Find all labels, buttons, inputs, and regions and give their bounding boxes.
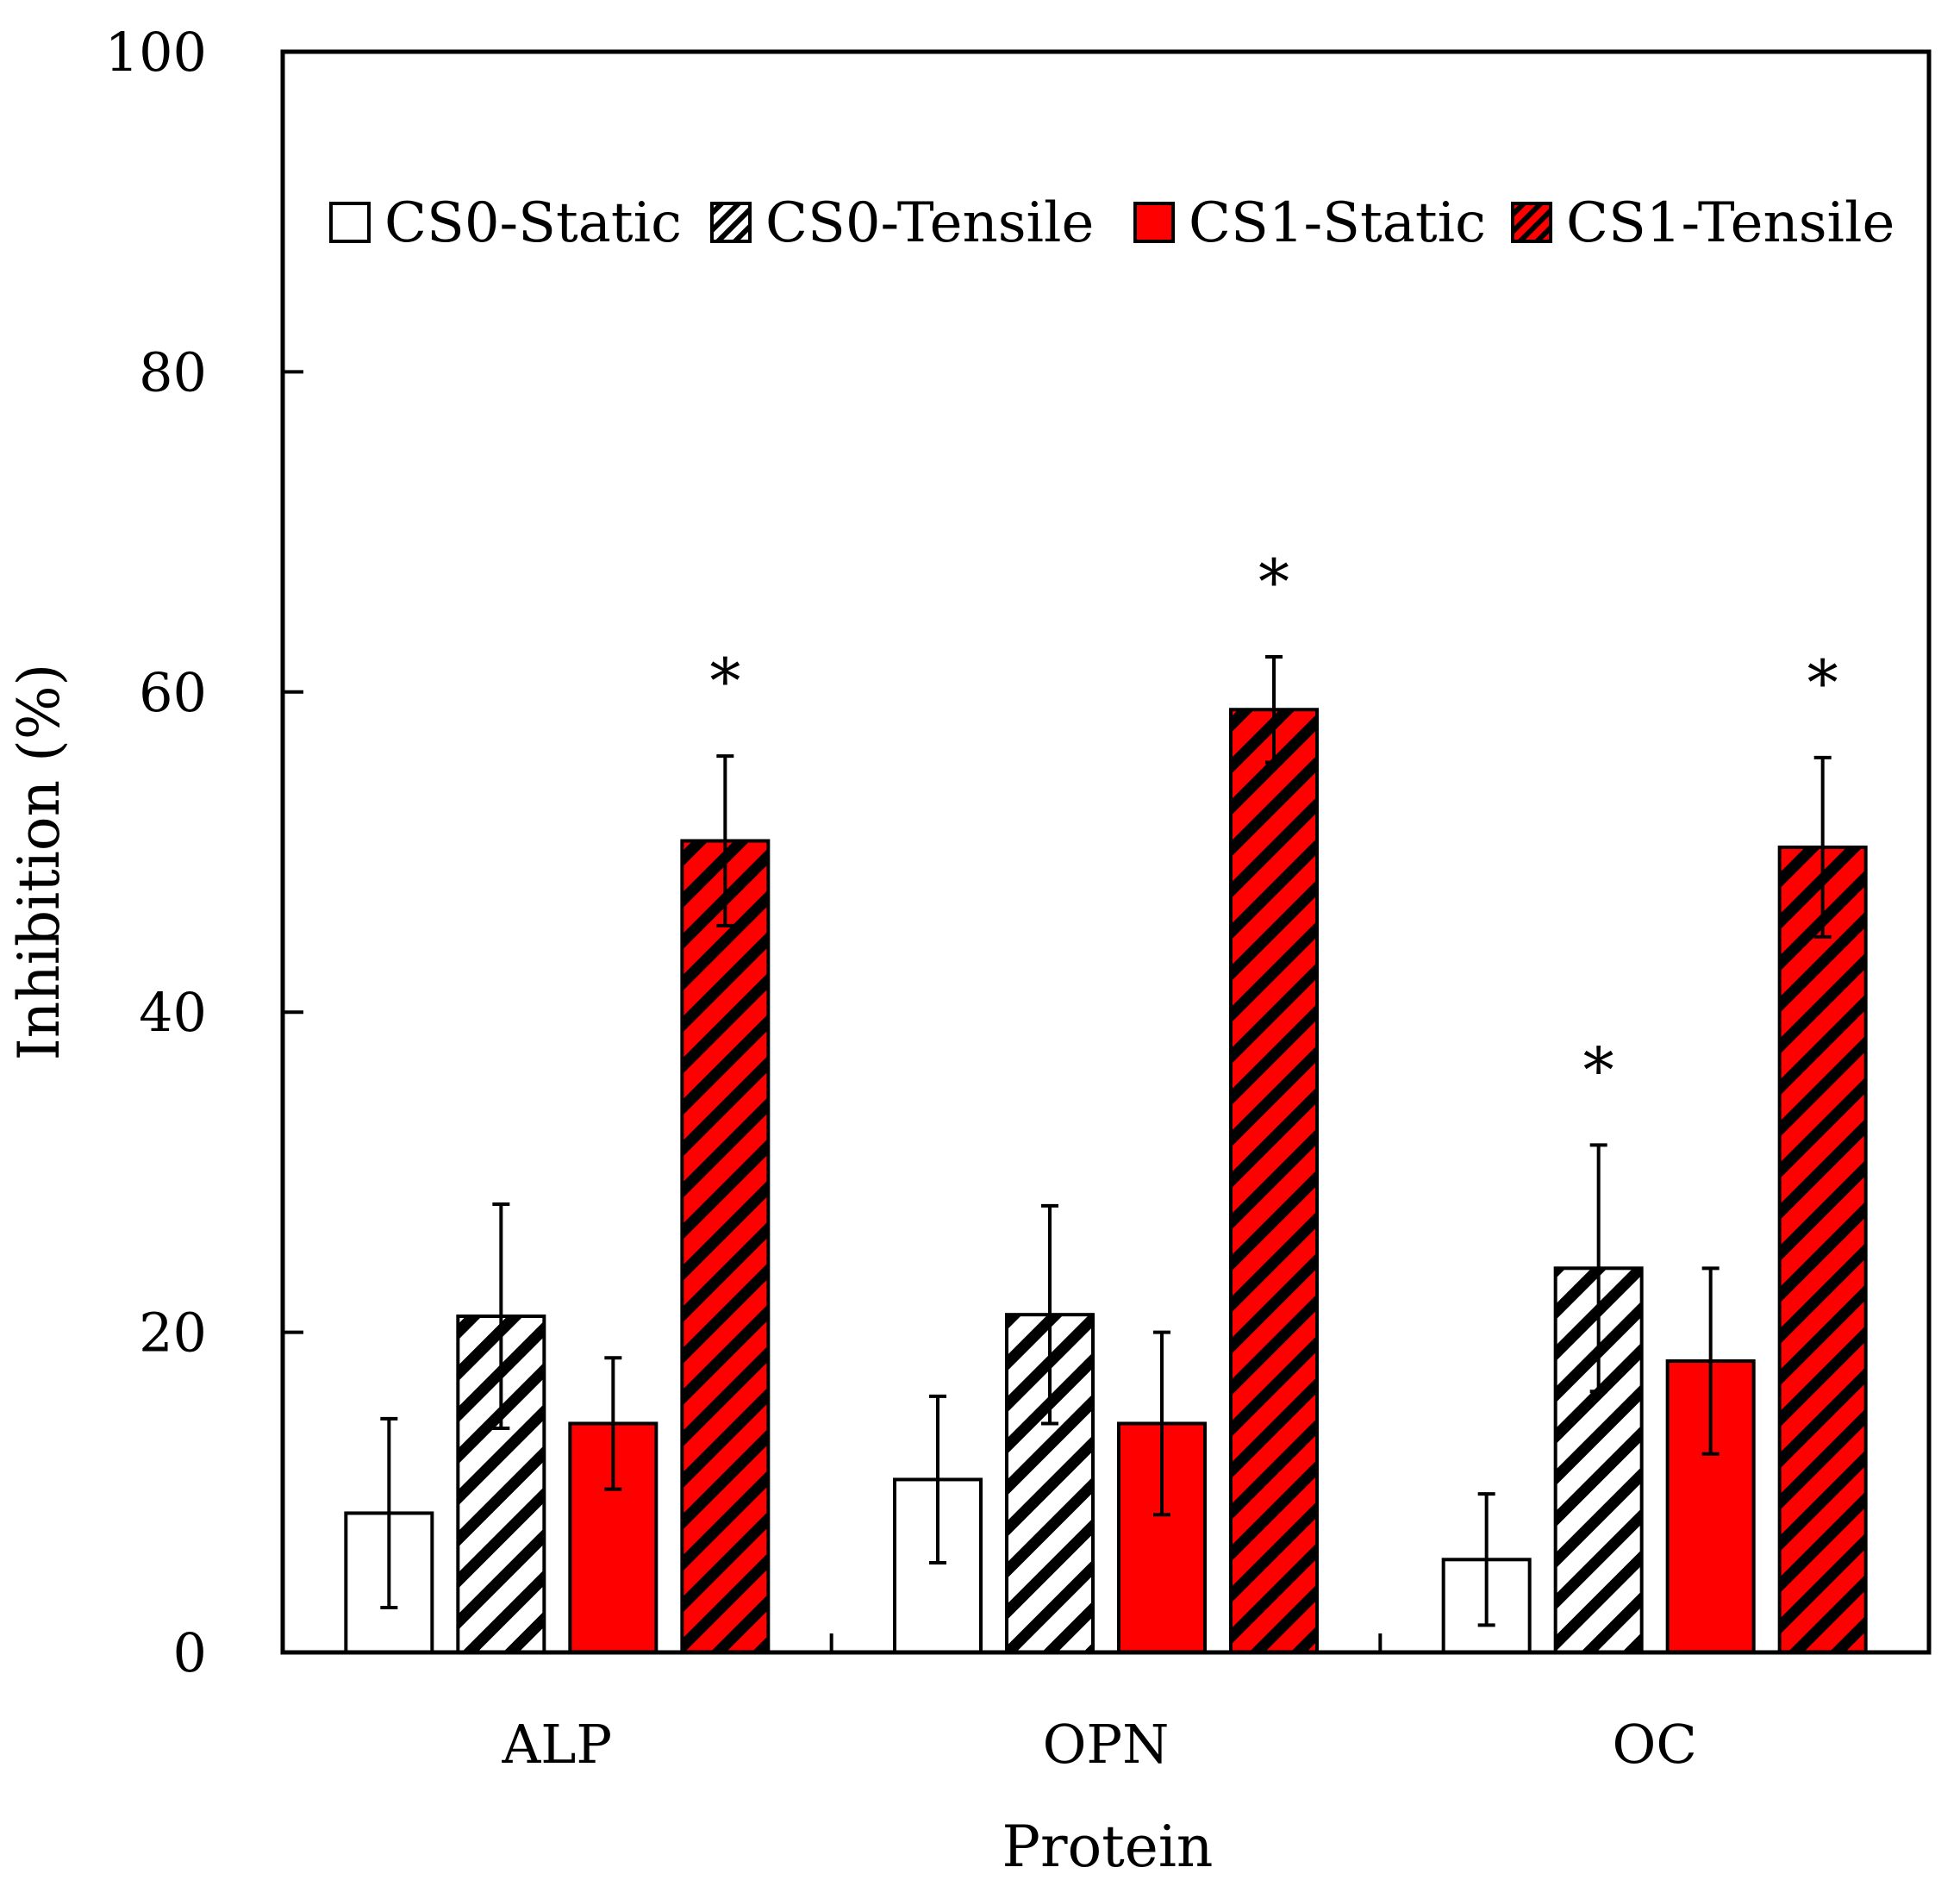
significance-marker-oc-cs1-tensile: * bbox=[1807, 646, 1838, 719]
error-bar-opn-cs0-static bbox=[929, 1394, 946, 1565]
legend-item-cs0-tensile: CS0-Tensile bbox=[710, 191, 1094, 255]
y-tick-label-20: 20 bbox=[139, 1302, 207, 1365]
legend: CS0-Static CS0-Tensile CS1-Static CS1-Tensi… bbox=[329, 191, 1894, 255]
error-bar-opn-cs0-tensile bbox=[1041, 1203, 1058, 1426]
x-tick-label-opn: OPN bbox=[1043, 1713, 1170, 1776]
y-tick-label-40: 40 bbox=[139, 981, 207, 1044]
y-tick-label-0: 0 bbox=[173, 1621, 207, 1684]
error-bar-alp-cs0-static bbox=[380, 1416, 398, 1610]
legend-label: CS1-Tensile bbox=[1566, 191, 1894, 255]
bar-alp-cs1-tensile bbox=[680, 839, 771, 1654]
error-bar-oc-cs0-static bbox=[1477, 1492, 1495, 1627]
y-tick-label-80: 80 bbox=[139, 340, 207, 403]
y-tick-label-60: 60 bbox=[139, 661, 207, 724]
significance-marker-alp-cs1-tensile: * bbox=[709, 645, 740, 717]
legend-item-cs1-static: CS1-Static bbox=[1133, 191, 1486, 255]
bar-oc-cs1-tensile bbox=[1777, 845, 1868, 1654]
significance-layer: * * * * bbox=[709, 546, 1838, 1106]
legend-swatch bbox=[329, 202, 371, 243]
x-tick-label-alp: ALP bbox=[501, 1713, 612, 1776]
error-bars-layer bbox=[380, 654, 1832, 1627]
error-bar-oc-cs1-tensile bbox=[1813, 755, 1832, 939]
legend-label: CS0-Static bbox=[384, 191, 682, 255]
error-bar-opn-cs1-static bbox=[1153, 1330, 1170, 1517]
bars-layer bbox=[344, 708, 1868, 1655]
x-axis-title: Protein bbox=[1002, 1814, 1214, 1880]
axes-layer: ALP OPN OC 0 20 40 60 80 100 bbox=[105, 21, 1932, 1776]
bar-opn-cs0-static bbox=[893, 1477, 983, 1654]
legend-item-cs1-tensile: CS1-Tensile bbox=[1511, 191, 1894, 255]
error-bar-oc-cs1-static bbox=[1701, 1266, 1720, 1456]
significance-marker-opn-cs1-tensile: * bbox=[1258, 546, 1289, 618]
plot-frame bbox=[280, 49, 1932, 1655]
legend-label: CS1-Static bbox=[1189, 191, 1486, 255]
y-axis-title: Inhibition (%) bbox=[6, 664, 72, 1061]
legend-swatch bbox=[1511, 202, 1552, 243]
legend-label: CS0-Tensile bbox=[765, 191, 1094, 255]
y-tick-label-100: 100 bbox=[105, 21, 207, 84]
error-bar-opn-cs1-tensile bbox=[1265, 654, 1283, 765]
error-bar-alp-cs0-tensile bbox=[492, 1202, 510, 1431]
x-tick-label-oc: OC bbox=[1613, 1713, 1697, 1776]
error-bar-alp-cs1-tensile bbox=[716, 754, 734, 927]
legend-item-cs0-static: CS0-Static bbox=[329, 191, 682, 255]
significance-marker-oc-cs0-tensile: * bbox=[1583, 1034, 1614, 1106]
error-bar-alp-cs1-static bbox=[604, 1356, 622, 1491]
error-bar-oc-cs0-tensile bbox=[1589, 1143, 1607, 1394]
legend-swatch bbox=[710, 202, 752, 243]
bar-opn-cs1-tensile bbox=[1229, 708, 1319, 1654]
legend-swatch bbox=[1133, 202, 1175, 243]
